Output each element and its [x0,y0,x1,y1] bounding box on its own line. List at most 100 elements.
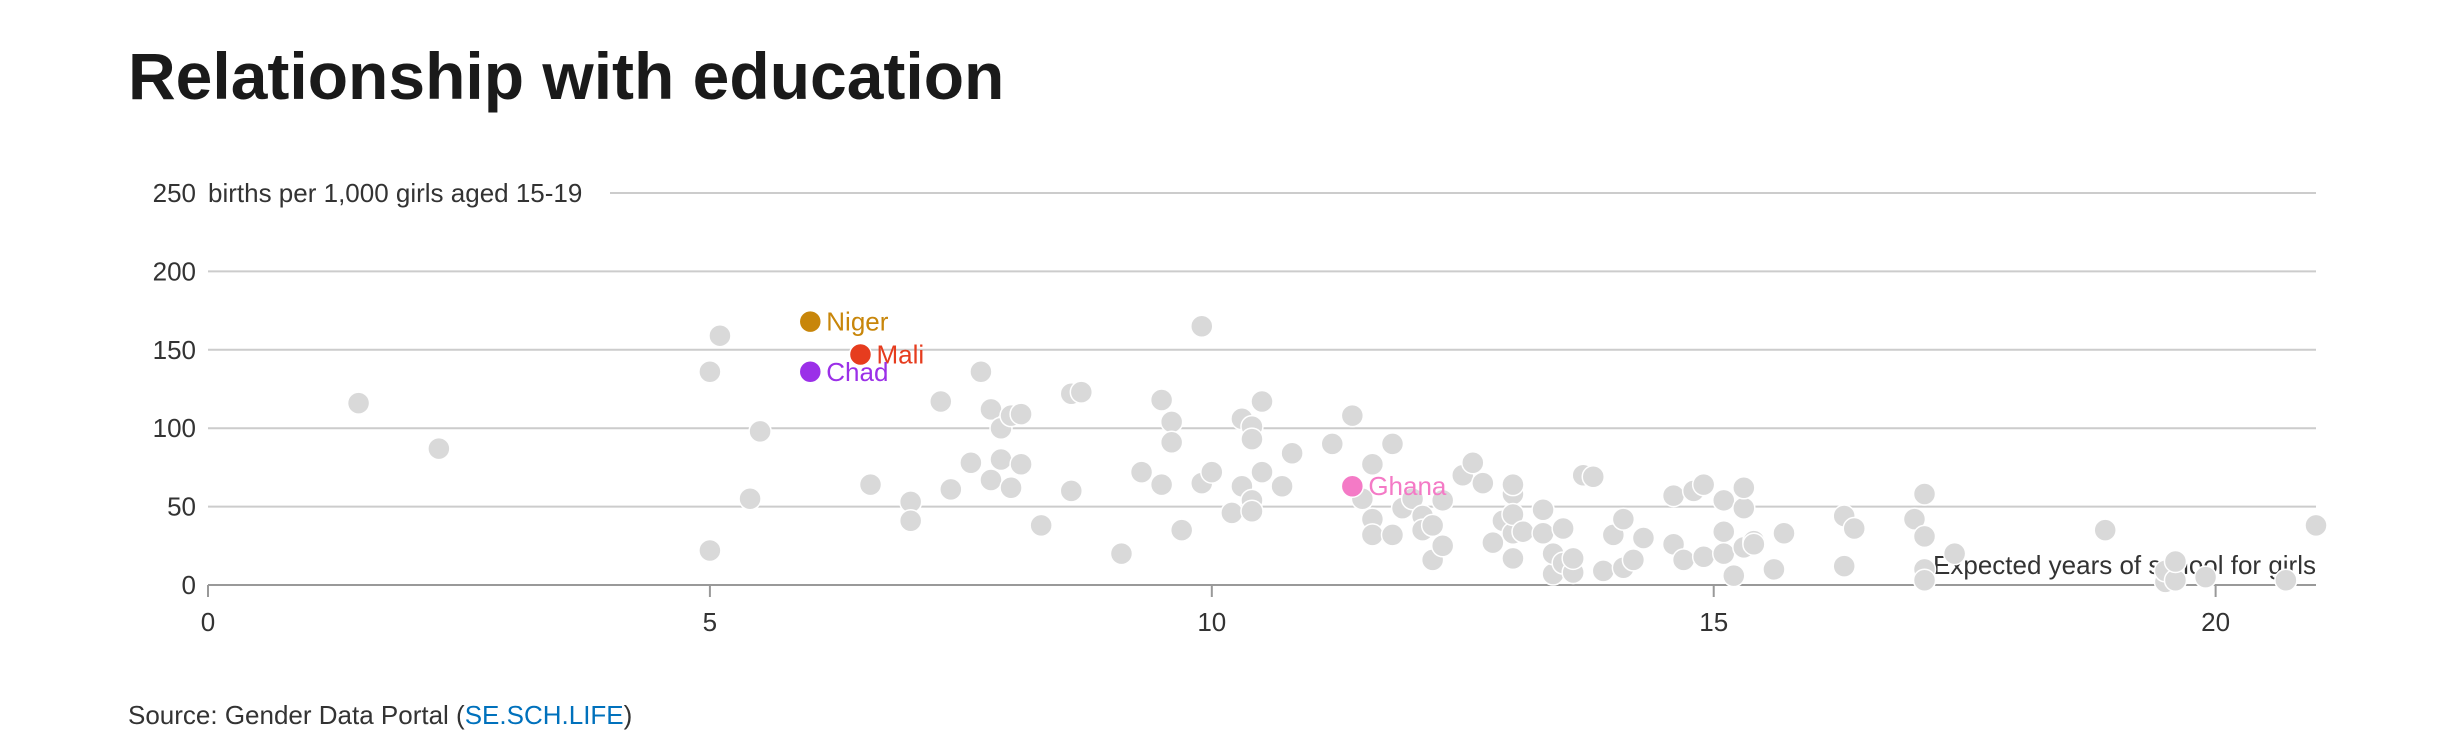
data-point[interactable] [1942,541,1967,566]
data-point[interactable] [1611,507,1636,531]
data-point[interactable] [1912,482,1937,506]
data-point[interactable] [999,476,1023,500]
point-mali[interactable] [848,342,873,367]
data-point[interactable] [1481,530,1505,555]
data-point[interactable] [898,508,923,533]
data-point[interactable] [708,323,732,348]
data-point[interactable] [1661,483,1686,508]
data-point[interactable] [1842,516,1866,541]
data-point[interactable] [1240,427,1264,451]
data-point[interactable] [1009,452,1033,477]
data-point[interactable] [1250,389,1274,414]
data-point[interactable] [1380,523,1405,547]
data-point[interactable] [698,538,722,563]
data-point[interactable] [1712,488,1736,513]
data-point[interactable] [1250,460,1274,484]
data-point[interactable] [1270,474,1294,498]
data-point[interactable] [1461,450,1485,475]
data-point[interactable] [1732,496,1756,520]
data-point[interactable] [2193,565,2218,589]
data-point[interactable] [2304,513,2328,538]
data-point[interactable] [979,468,1003,492]
data-point[interactable] [1430,488,1455,513]
data-point[interactable] [1360,523,1385,547]
y-axis-label: births per 1,000 girls aged 15-19 [208,178,582,208]
data-point[interactable] [1159,430,1184,455]
data-point[interactable] [346,391,371,415]
data-point[interactable] [1129,460,1154,484]
data-point[interactable] [929,389,953,414]
data-point[interactable] [2163,549,2188,574]
data-point[interactable] [1149,472,1174,497]
data-point[interactable] [1581,465,1606,489]
point-ghana[interactable] [1340,474,1365,498]
data-point[interactable] [1551,516,1575,541]
data-point[interactable] [1360,452,1385,477]
data-point[interactable] [1009,402,1033,426]
data-point[interactable] [1832,554,1856,578]
data-point[interactable] [858,472,883,497]
data-point[interactable] [1772,521,1796,546]
data-point[interactable] [1631,526,1656,550]
data-point[interactable] [2093,518,2117,542]
data-point[interactable] [427,436,451,461]
data-point[interactable] [1912,568,1937,593]
data-point[interactable] [1561,546,1585,571]
data-point[interactable] [1621,548,1646,572]
data-point[interactable] [1712,541,1736,566]
data-point[interactable] [1722,563,1746,588]
data-point[interactable] [1691,472,1716,497]
data-point[interactable] [1059,479,1084,503]
data-point[interactable] [1902,507,1927,531]
data-point[interactable] [989,447,1013,472]
data-point[interactable] [1671,548,1696,572]
data-point[interactable] [1320,432,1345,456]
source-prefix: Source: Gender Data Portal ( [128,700,465,730]
data-point[interactable] [1220,501,1244,525]
data-point[interactable] [1531,497,1555,522]
data-point[interactable] [1762,557,1786,582]
data-point[interactable] [1691,545,1716,569]
data-point[interactable] [1471,471,1495,495]
data-point[interactable] [1400,487,1425,511]
data-point[interactable] [1029,513,1053,538]
data-point[interactable] [1149,388,1174,412]
data-point[interactable] [939,477,963,502]
point-chad[interactable] [798,360,823,384]
data-point[interactable] [1591,559,1616,583]
source-suffix: ) [623,700,633,730]
label-chad: Chad [826,357,888,387]
data-point[interactable] [969,360,993,384]
data-point[interactable] [2274,568,2298,593]
data-point[interactable] [1109,541,1134,566]
data-point[interactable] [1200,460,1224,484]
data-point[interactable] [1169,518,1194,542]
data-point[interactable] [1531,521,1555,546]
y-tick-label-150: 150 [153,335,196,365]
data-point[interactable] [698,360,722,384]
data-point[interactable] [1190,314,1214,339]
data-point[interactable] [1912,524,1937,549]
point-niger[interactable] [798,309,823,334]
data-point[interactable] [959,450,983,475]
data-point[interactable] [748,419,772,444]
data-point[interactable] [1340,403,1365,428]
data-point[interactable] [1742,532,1766,556]
data-point[interactable] [1280,441,1304,466]
data-point[interactable] [1712,519,1736,544]
source-link[interactable]: SE.SCH.LIFE [464,700,624,730]
data-point[interactable] [1501,546,1525,571]
data-point[interactable] [1511,519,1535,544]
data-point[interactable] [1159,410,1184,434]
data-point[interactable] [1430,534,1455,558]
data-point[interactable] [1501,502,1525,527]
x-tick-label-0: 0 [201,607,215,637]
data-point[interactable] [738,487,762,511]
data-point[interactable] [1240,499,1264,524]
data-point[interactable] [1069,380,1094,404]
data-point[interactable] [1732,476,1756,500]
data-point[interactable] [1380,432,1405,456]
data-point[interactable] [1420,513,1445,538]
data-point[interactable] [1501,472,1525,497]
